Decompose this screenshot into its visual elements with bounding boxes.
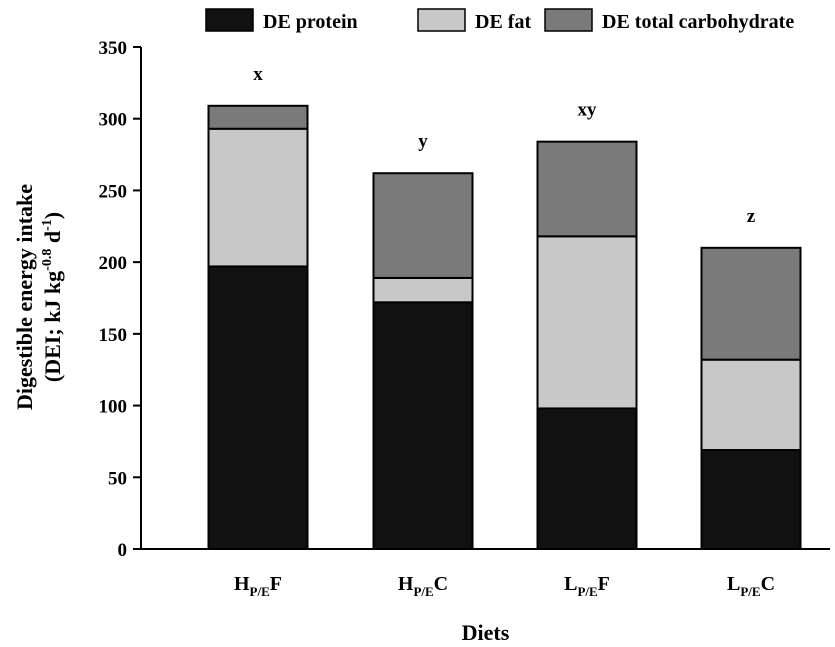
- y-tick-label: 100: [99, 397, 128, 418]
- significance-label: z: [747, 206, 756, 227]
- x-category-label: LP/EC: [727, 573, 775, 599]
- bar-segment-de-fat: [536, 235, 638, 410]
- bar-segment-de-fat: [700, 358, 802, 452]
- bar-segment-de-total-carbohydrate: [372, 172, 474, 279]
- legend-swatch: [417, 8, 466, 32]
- bar-segment-de-protein: [536, 407, 638, 550]
- axes: [140, 47, 830, 550]
- bar-segment-de-total-carbohydrate: [207, 104, 309, 130]
- significance-label: y: [418, 131, 428, 152]
- bar-segment-de-total-carbohydrate: [536, 140, 638, 238]
- legend-swatch: [544, 8, 593, 32]
- legend-label: DE fat: [475, 11, 531, 33]
- y-tick-label: 50: [108, 468, 127, 489]
- x-category-label: HP/EC: [398, 573, 448, 599]
- y-axis-title-line1: Digestible energy intake: [12, 184, 37, 410]
- y-tick-label: 300: [99, 110, 128, 131]
- significance-label: x: [253, 64, 263, 85]
- bar-segment-de-total-carbohydrate: [700, 246, 802, 361]
- x-axis-categories: HP/EF HP/EC LP/EF LP/EC: [234, 573, 775, 599]
- y-tick-label: 150: [99, 325, 128, 346]
- legend-label: DE total carbohydrate: [602, 11, 794, 33]
- x-category-label: LP/EF: [564, 573, 610, 599]
- bar-segment-de-protein: [700, 449, 802, 550]
- x-axis-title: Diets: [462, 620, 510, 645]
- legend-label: DE protein: [263, 11, 358, 33]
- legend-swatch: [205, 8, 254, 32]
- y-tick-label: 0: [118, 540, 128, 561]
- y-axis-title: Digestible energy intake (DEI; kJ kg-0.8 …: [12, 184, 65, 410]
- bar-segment-de-protein: [207, 265, 309, 550]
- y-tick-label: 200: [99, 253, 128, 274]
- significance-label: xy: [578, 100, 598, 121]
- y-tick-label: 350: [99, 38, 128, 59]
- bar-segment-de-fat: [372, 276, 474, 304]
- y-axis-ticks: 0 50 100 150 200 250 300 350: [99, 38, 141, 561]
- bars: [207, 104, 802, 550]
- y-tick-label: 250: [99, 181, 128, 202]
- y-axis-title-line2: (DEI; kJ kg-0.8 d-1): [40, 212, 65, 382]
- bar-segment-de-protein: [372, 301, 474, 550]
- legend: DE protein DE fat DE total carbohydrate: [205, 8, 794, 33]
- bar-segment-de-fat: [207, 127, 309, 268]
- x-category-label: HP/EF: [234, 573, 282, 599]
